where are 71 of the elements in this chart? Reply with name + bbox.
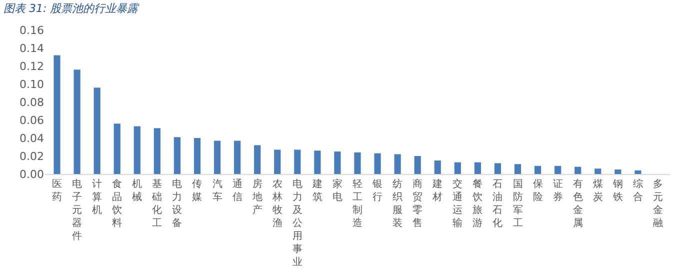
x-tick-label: 家电 [332, 178, 342, 203]
bar [94, 88, 100, 174]
bar [614, 170, 622, 174]
x-tick-label: 汽车 [212, 178, 222, 203]
x-tick-label: 电子元器件 [72, 178, 82, 242]
bar [414, 156, 421, 174]
bar [334, 152, 341, 174]
bar [454, 162, 461, 174]
x-tick-label: 国防军工 [512, 179, 523, 229]
x-tick-label: 纺织服装 [392, 178, 403, 229]
x-tick-label: 机械 [132, 178, 142, 203]
bar [434, 160, 441, 174]
x-tick-label: 建材 [432, 178, 443, 203]
bar [54, 55, 60, 174]
y-tick-label: 0.14 [20, 42, 44, 55]
y-tick-label: 0.04 [20, 132, 44, 145]
x-tick-label: 餐饮旅游 [472, 178, 483, 229]
bar [134, 126, 140, 174]
x-tick-label: 多元金融 [652, 178, 663, 229]
bar [594, 168, 602, 174]
x-tick-label: 钢铁 [612, 179, 623, 203]
bar [234, 140, 241, 174]
bar [294, 150, 301, 174]
bar [274, 150, 281, 174]
bar [514, 164, 522, 174]
bar [314, 150, 321, 174]
y-tick-label: 0.12 [20, 60, 44, 73]
bar [354, 152, 361, 174]
bar [374, 153, 381, 174]
bar [194, 138, 201, 174]
bar [254, 145, 261, 174]
x-tick-label: 电力及公用事业 [292, 178, 302, 268]
x-tick-label: 石油石化 [492, 179, 503, 229]
x-tick-label: 食品饮料 [111, 178, 122, 229]
x-tick-label: 综合 [632, 178, 643, 203]
x-tick-label: 建筑 [311, 178, 322, 203]
bar [534, 166, 542, 174]
x-tick-label: 保险 [532, 179, 543, 203]
x-tick-label: 基础化工 [151, 178, 162, 229]
bar [554, 166, 562, 174]
bar [394, 154, 401, 174]
bar [634, 170, 642, 174]
x-tick-label: 商贸零售 [412, 178, 423, 229]
x-tick-label: 交通运输 [452, 178, 463, 229]
y-tick-label: 0.06 [20, 114, 44, 127]
x-tick-label: 银行 [372, 179, 383, 203]
bar [74, 70, 80, 174]
y-tick-label: 0.00 [20, 168, 44, 181]
x-tick-label: 证券 [552, 178, 563, 203]
chart-title: 图表 31: 股票池的行业暴露 [4, 2, 140, 15]
x-tick-label: 传媒 [192, 179, 202, 203]
x-tick-label: 轻工制造 [352, 178, 362, 229]
bar [214, 140, 221, 174]
y-tick-label: 0.16 [20, 24, 44, 37]
x-tick-label: 煤炭 [592, 178, 603, 203]
bar [494, 163, 502, 174]
x-tick-label: 医药 [52, 179, 62, 203]
x-tick-label: 房地产 [251, 178, 262, 216]
bar [474, 162, 481, 174]
x-tick-label: 有色金属 [572, 178, 583, 229]
x-tick-label: 通信 [232, 178, 242, 203]
x-tick-label: 农林牧渔 [271, 179, 282, 229]
bar [174, 137, 181, 174]
bar [154, 128, 160, 174]
y-tick-label: 0.08 [20, 96, 44, 109]
bar [114, 124, 120, 174]
bar [574, 166, 582, 174]
y-tick-label: 0.02 [20, 150, 44, 163]
x-tick-label: 计算机 [92, 178, 102, 216]
y-tick-label: 0.10 [20, 78, 44, 91]
x-tick-label: 电力设备 [172, 178, 182, 229]
